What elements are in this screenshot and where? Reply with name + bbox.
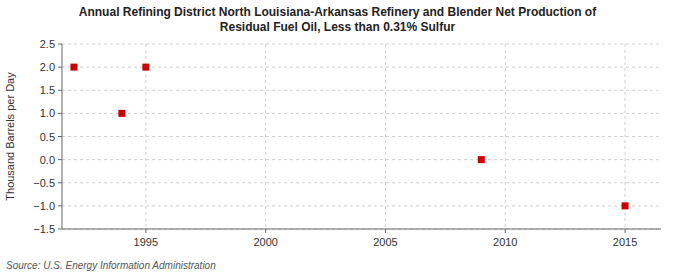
subtitle: Residual Fuel Oil, Less than 0.31% Sulfu… <box>220 20 456 34</box>
tick-mark <box>58 159 62 160</box>
grid-line <box>385 44 386 229</box>
y-axis-line <box>62 44 63 229</box>
tick-label: 2005 <box>373 236 397 248</box>
grid-line <box>62 159 661 160</box>
grid-line <box>625 44 626 229</box>
grid-line <box>505 44 506 229</box>
grid-line <box>62 136 661 137</box>
points <box>70 64 628 210</box>
tick-label: 1995 <box>134 236 158 248</box>
tick-mark <box>58 67 62 68</box>
tick-mark <box>58 136 62 137</box>
grid-line <box>62 90 661 91</box>
tick-label: 0.0 <box>40 154 55 166</box>
tick-label: −1.5 <box>33 223 55 235</box>
grid-line <box>62 67 661 68</box>
grid <box>62 44 661 229</box>
tick-mark <box>58 44 62 45</box>
grid-line <box>62 44 661 45</box>
tick-mark <box>58 182 62 183</box>
grid-line <box>265 44 266 229</box>
grid-line <box>62 229 661 230</box>
axes: −1.5 −1.0 −0.5 0.0 0.5 1.0 1.5 2.0 2.5 1995 2000 20… <box>33 38 661 248</box>
tick-label: 2.5 <box>40 38 55 50</box>
point <box>622 202 629 209</box>
grid-line <box>62 113 661 114</box>
chart: Annual Refining District North Louisiana… <box>0 0 675 275</box>
tick-mark <box>625 229 626 233</box>
tick-label: 1.0 <box>40 107 55 119</box>
tick-mark <box>505 229 506 233</box>
tick-mark <box>265 229 266 233</box>
tick-mark <box>58 229 62 230</box>
tick-label: 0.5 <box>40 131 55 143</box>
tick-label: 1.5 <box>40 84 55 96</box>
point <box>478 156 485 163</box>
grid-line <box>145 44 146 229</box>
grid-line <box>62 205 661 206</box>
tick-mark <box>58 90 62 91</box>
tick-label: −0.5 <box>33 177 55 189</box>
point <box>70 64 77 71</box>
tick-label: 2015 <box>613 236 637 248</box>
point <box>142 64 149 71</box>
tick-label: 2000 <box>253 236 277 248</box>
grid-line <box>62 182 661 183</box>
source: Source: U.S. Energy Information Administ… <box>6 260 216 271</box>
y-axis-label: Thousand Barrels per Day <box>4 72 16 201</box>
tick-mark <box>385 229 386 233</box>
tick-mark <box>58 113 62 114</box>
tick-label: 2010 <box>493 236 517 248</box>
tick-mark <box>145 229 146 233</box>
point <box>118 110 125 117</box>
title: Annual Refining District North Louisiana… <box>79 5 597 19</box>
tick-label: −1.0 <box>33 200 55 212</box>
x-axis-line <box>62 229 661 230</box>
tick-mark <box>58 205 62 206</box>
tick-label: 2.0 <box>40 61 55 73</box>
